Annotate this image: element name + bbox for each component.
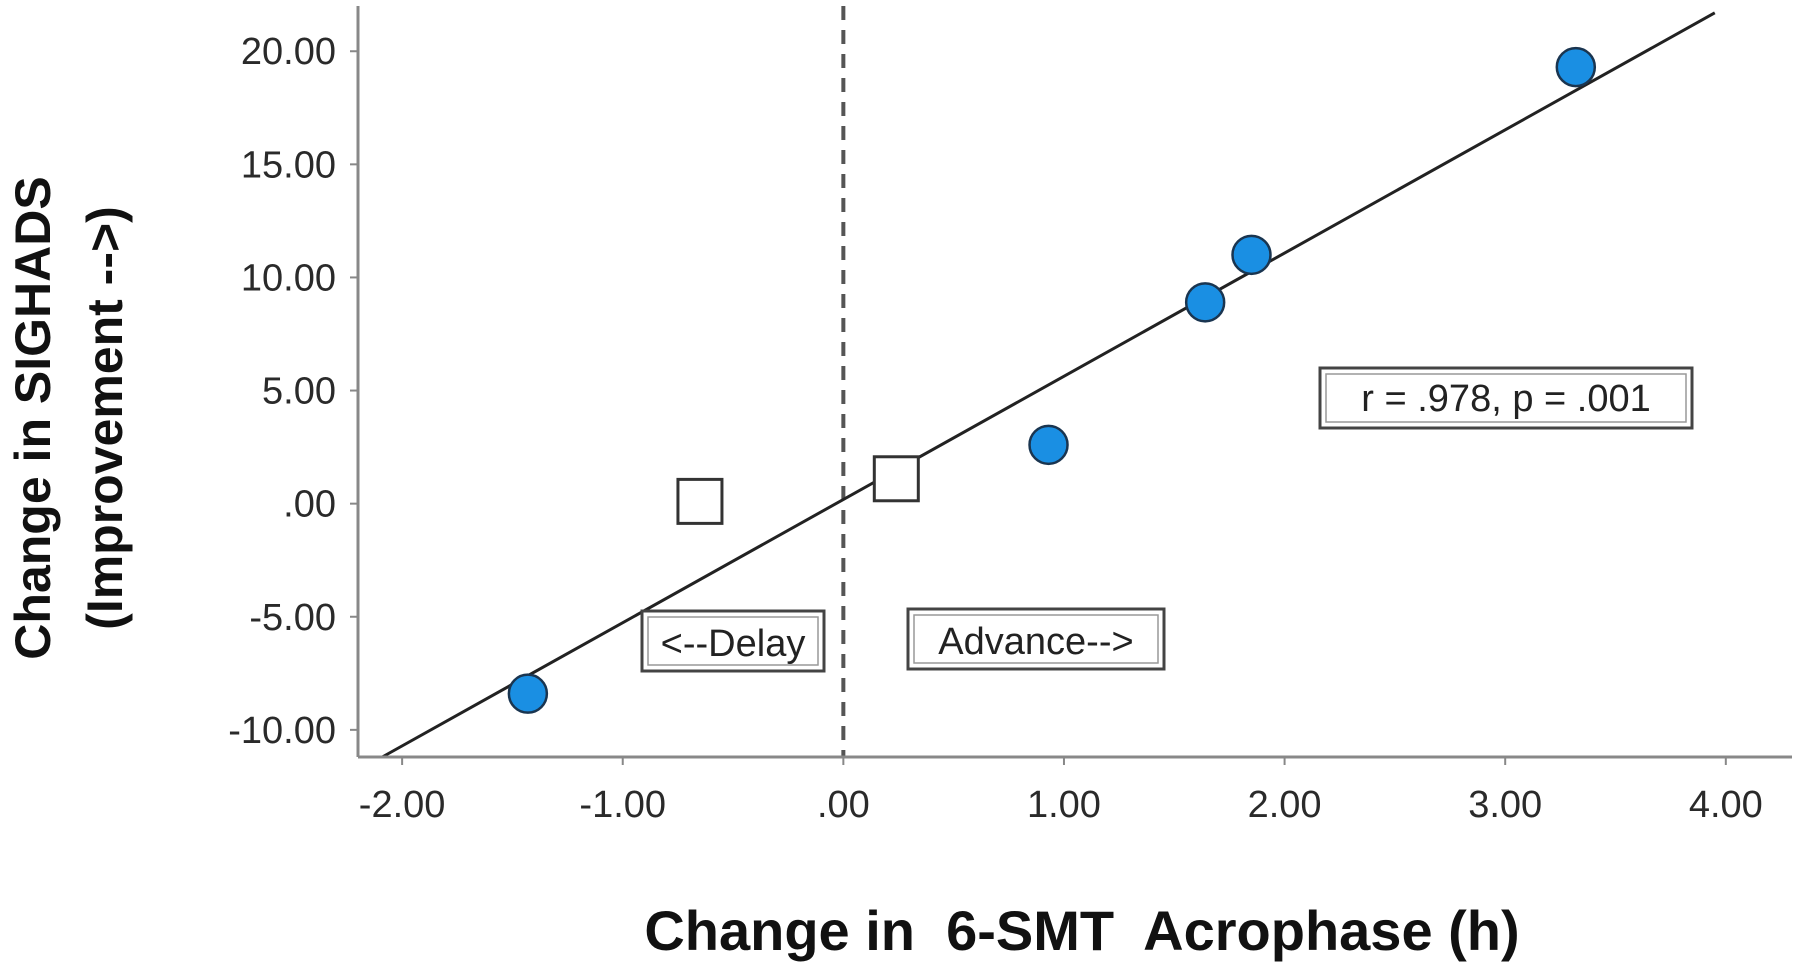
data-point-circle	[507, 673, 549, 714]
delay-label: <--Delay	[661, 623, 806, 665]
data-point-circle	[1028, 424, 1069, 466]
y-tick-label: 15.00	[241, 144, 336, 186]
x-tick-label: 2.00	[1248, 784, 1322, 826]
x-tick-label: -1.00	[579, 784, 666, 826]
x-tick-label: 1.00	[1027, 784, 1101, 826]
x-tick-label: -2.00	[359, 784, 446, 826]
stats-annotation: r = .978, p = .001	[1318, 366, 1694, 430]
y-tick-label: 10.00	[241, 257, 336, 299]
data-point-circle	[1231, 234, 1272, 276]
x-axis-title: Change in 6-SMT Acrophase (h)	[644, 899, 1519, 962]
y-tick-label: -5.00	[249, 597, 336, 639]
y-tick-label: 20.00	[241, 31, 336, 73]
data-point-circle	[1184, 282, 1226, 323]
y-axis-title-line1: Change in SIGHADS	[5, 176, 61, 659]
stats-label: r = .978, p = .001	[1361, 378, 1650, 420]
data-point-square	[872, 455, 920, 503]
data-point-square	[676, 477, 724, 525]
advance-annotation: Advance-->	[906, 607, 1166, 671]
y-axis-ticks: -10.00 -5.00 .00 5.00 10.00 15.00 20.00	[228, 31, 358, 752]
x-tick-label: 4.00	[1689, 784, 1763, 826]
delay-annotation: <--Delay	[640, 609, 826, 673]
data-point-circle	[1555, 46, 1597, 88]
advance-label: Advance-->	[938, 621, 1133, 663]
y-tick-label: .00	[283, 484, 336, 526]
y-tick-label: -10.00	[228, 710, 336, 752]
regression-line	[381, 11, 1716, 759]
y-tick-label: 5.00	[262, 371, 336, 413]
x-axis-ticks: -2.00 -1.00 .00 1.00 2.00 3.00 4.00	[359, 757, 1763, 826]
data-points	[507, 46, 1597, 714]
x-tick-label: 3.00	[1468, 784, 1542, 826]
y-axis-title-line2: (Improvement -->)	[77, 206, 133, 630]
x-tick-label: .00	[817, 784, 870, 826]
